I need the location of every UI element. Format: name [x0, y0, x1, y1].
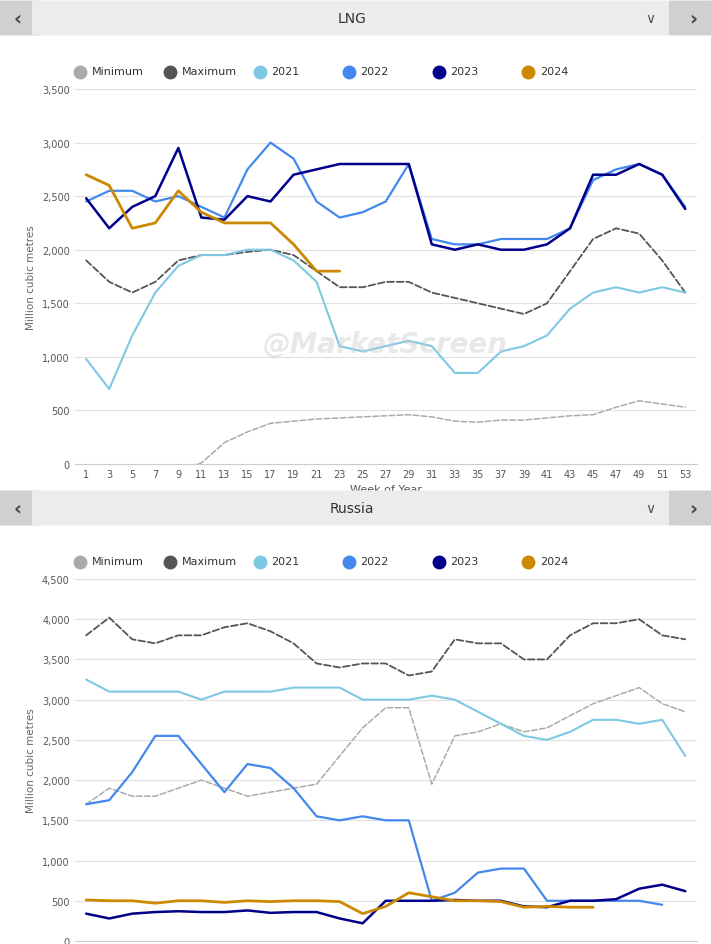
Text: 2024: 2024 [540, 67, 568, 77]
Text: ‹: ‹ [14, 9, 22, 28]
Text: LNG: LNG [338, 12, 366, 26]
Text: 2023: 2023 [450, 67, 479, 77]
Text: Minimum: Minimum [92, 67, 144, 77]
Y-axis label: Million cubic metres: Million cubic metres [26, 708, 36, 813]
Text: Maximum: Maximum [181, 67, 237, 77]
FancyBboxPatch shape [0, 2, 42, 37]
Text: Maximum: Maximum [181, 557, 237, 567]
Text: ›: › [689, 9, 697, 28]
Text: 2023: 2023 [450, 557, 479, 567]
Text: 2022: 2022 [360, 557, 389, 567]
Text: 2021: 2021 [271, 557, 299, 567]
Text: ‹: ‹ [14, 499, 22, 518]
Text: 2024: 2024 [540, 557, 568, 567]
Text: 2022: 2022 [360, 67, 389, 77]
Text: Minimum: Minimum [92, 557, 144, 567]
FancyBboxPatch shape [669, 2, 711, 37]
Text: ›: › [689, 499, 697, 518]
Y-axis label: Million cubic metres: Million cubic metres [26, 225, 36, 329]
Text: @MarketScreen: @MarketScreen [263, 330, 508, 359]
Text: ∨: ∨ [646, 12, 656, 26]
X-axis label: Week of Year: Week of Year [350, 485, 422, 495]
Text: 2021: 2021 [271, 67, 299, 77]
Text: ∨: ∨ [646, 501, 656, 515]
FancyBboxPatch shape [32, 2, 672, 37]
Text: Russia: Russia [330, 501, 374, 515]
FancyBboxPatch shape [32, 491, 672, 526]
FancyBboxPatch shape [669, 491, 711, 526]
FancyBboxPatch shape [0, 491, 42, 526]
